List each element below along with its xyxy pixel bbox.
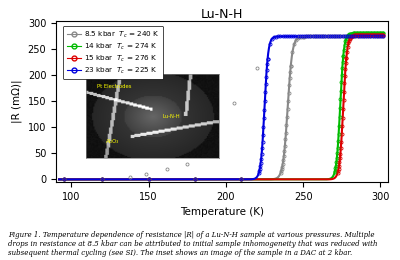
X-axis label: Temperature (K): Temperature (K) bbox=[180, 207, 264, 217]
Y-axis label: |R (mΩ)|: |R (mΩ)| bbox=[12, 80, 22, 123]
Text: Figure 1. Temperature dependence of resistance |R| of a Lu-N-H sample at various: Figure 1. Temperature dependence of resi… bbox=[8, 231, 378, 257]
Title: Lu-N-H: Lu-N-H bbox=[201, 8, 243, 21]
Legend: 8.5 kbar  $T_c$ = 240 K, 14 kbar  $T_c$ = 274 K, 15 kbar  $T_c$ = 276 K, 23 kbar: 8.5 kbar $T_c$ = 240 K, 14 kbar $T_c$ = … bbox=[63, 26, 163, 80]
